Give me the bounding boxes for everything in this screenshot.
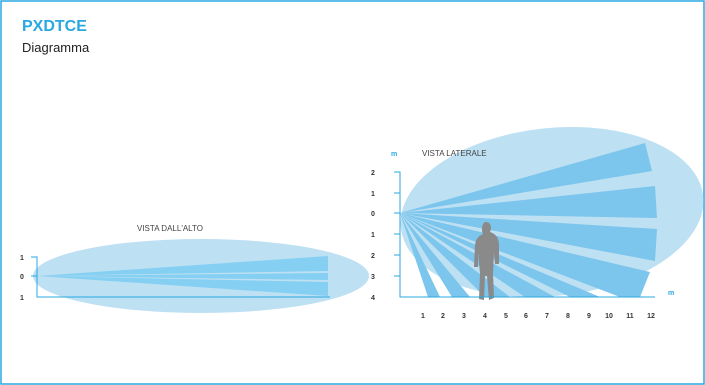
y-tick-label: 0 xyxy=(20,274,24,281)
view-label: VISTA LATERALE xyxy=(422,149,487,158)
x-tick-label: 10 xyxy=(605,313,613,320)
beams xyxy=(400,143,657,297)
beam xyxy=(400,213,650,297)
x-tick-label: 8 xyxy=(566,313,570,320)
y-tick-label: 1 xyxy=(20,255,24,262)
beam xyxy=(37,256,328,276)
x-tick-label: 1 xyxy=(421,313,425,320)
beam xyxy=(400,143,652,213)
y-tick-label: 0 xyxy=(371,211,375,218)
y-tick-label: 2 xyxy=(371,170,375,177)
beam xyxy=(400,186,657,218)
title: PXDTCE xyxy=(22,18,87,35)
x-tick-label: 2 xyxy=(441,313,445,320)
x-unit: m xyxy=(668,290,674,297)
y-unit: m xyxy=(391,151,397,158)
x-tick-label: 4 xyxy=(483,313,487,320)
beam xyxy=(400,213,600,297)
axis-ticks xyxy=(394,192,400,277)
axis xyxy=(31,256,330,298)
x-tick-label: 11 xyxy=(626,313,634,320)
side-view: VISTA LATERALE m m 2 1 0 1 2 3 4 1 2 3 4… xyxy=(371,126,704,320)
y-tick-label: 3 xyxy=(371,274,375,281)
person-silhouette xyxy=(474,222,499,300)
beam xyxy=(400,213,440,297)
beam xyxy=(400,213,657,261)
beam xyxy=(37,276,328,296)
y-tick-label: 2 xyxy=(371,253,375,260)
y-tick-label: 1 xyxy=(20,295,24,302)
beam xyxy=(400,213,470,297)
subtitle: Diagramma xyxy=(22,40,90,55)
view-label: VISTA DALL'ALTO xyxy=(137,224,203,233)
x-tick-label: 7 xyxy=(545,313,549,320)
y-tick-label: 1 xyxy=(371,232,375,239)
x-tick-label: 9 xyxy=(587,313,591,320)
y-tick-label: 1 xyxy=(371,191,375,198)
beam xyxy=(37,273,328,280)
y-tick-label: 4 xyxy=(371,295,375,302)
top-view: VISTA DALL'ALTO 1 0 1 xyxy=(20,224,369,313)
x-tick-label: 6 xyxy=(524,313,528,320)
x-tick-label: 5 xyxy=(504,313,508,320)
x-tick-label: 3 xyxy=(462,313,466,320)
x-tick-label: 12 xyxy=(647,313,655,320)
